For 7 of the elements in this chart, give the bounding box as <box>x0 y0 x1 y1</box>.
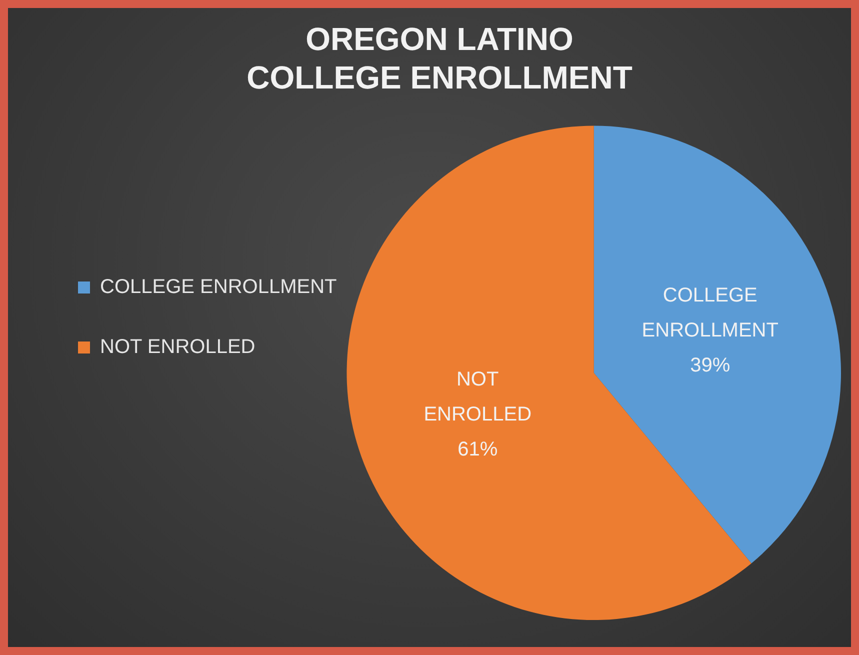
slice-label: COLLEGE ENROLLMENT <box>642 284 778 342</box>
slice-label: NOT ENROLLED <box>424 368 532 426</box>
data-label: 39% <box>690 354 730 377</box>
chart-title: OREGON LATINO COLLEGE ENROLLMENT <box>246 21 633 96</box>
legend-label: COLLEGE ENROLLMENT <box>100 276 337 298</box>
data-label: 61% <box>458 438 498 460</box>
legend-label: NOT ENROLLED <box>100 336 256 358</box>
